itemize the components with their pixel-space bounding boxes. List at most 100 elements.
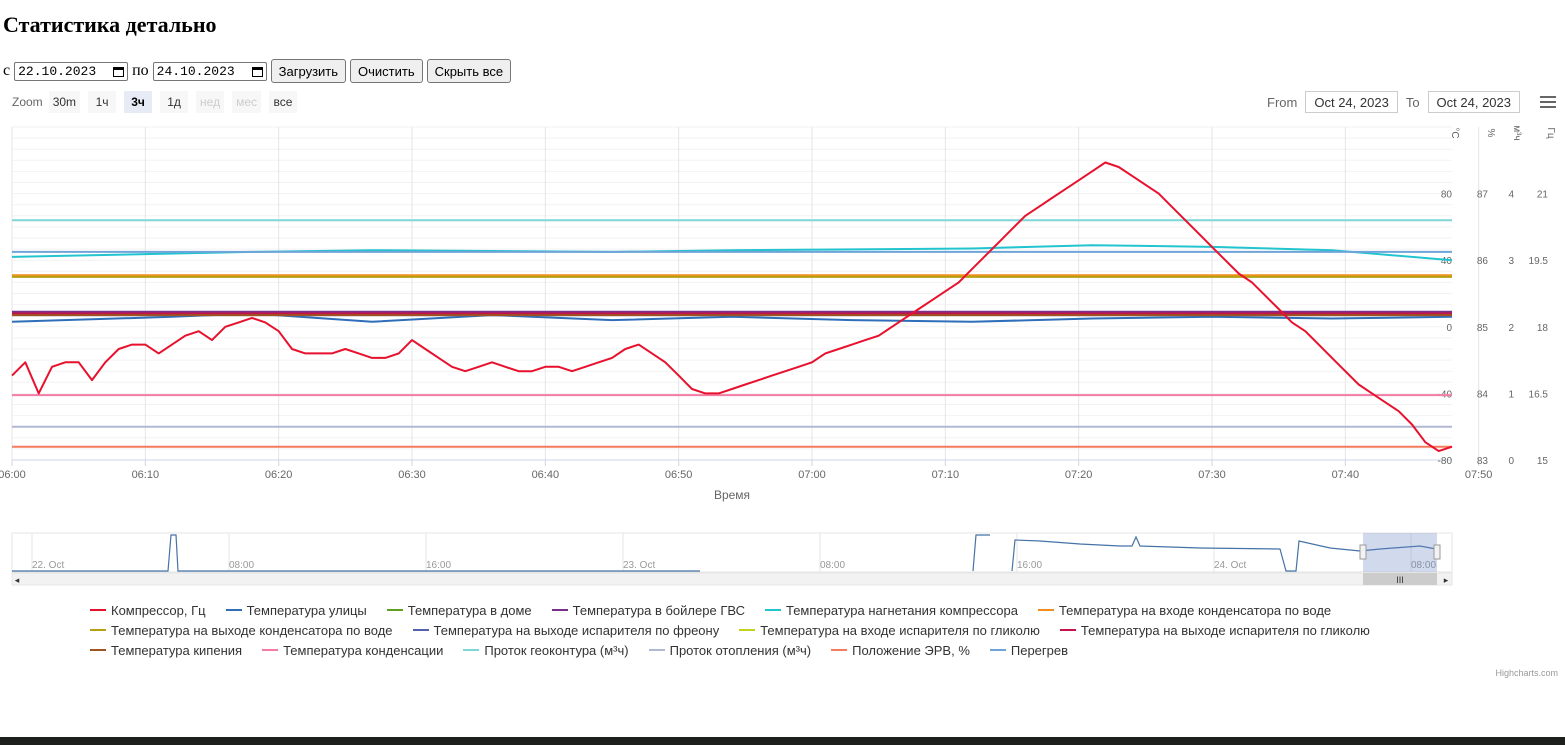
- y-tick-label: 80: [1441, 190, 1453, 201]
- legend-item[interactable]: Температура в доме: [386, 602, 532, 618]
- from-date-input[interactable]: 22.10.2023: [14, 61, 129, 81]
- y-tick-label: 18: [1537, 323, 1549, 334]
- legend-label: Проток геоконтура (м³ч): [484, 642, 629, 658]
- legend-item[interactable]: Температура улицы: [225, 602, 367, 618]
- legend-label: Температура на входе испарителя по глико…: [760, 622, 1040, 638]
- scrollbar-grip-icon: III: [1396, 575, 1404, 585]
- legend-item[interactable]: Перегрев: [989, 643, 1068, 658]
- legend-item[interactable]: Температура на выходе конденсатора по во…: [90, 623, 393, 638]
- x-tick-label: 06:40: [532, 469, 560, 481]
- x-tick-label: 06:10: [132, 469, 160, 481]
- credits-link[interactable]: Highcharts.com: [1495, 668, 1558, 678]
- x-tick-label: 07:10: [932, 469, 960, 481]
- legend-item[interactable]: Проток геоконтура (м³ч): [463, 642, 629, 658]
- y-tick-label: 40: [1441, 256, 1453, 267]
- legend-item[interactable]: Температура в бойлере ГВС: [551, 603, 745, 618]
- y-tick-label: 21: [1537, 190, 1549, 201]
- navigator-scrollbar-thumb: [1363, 573, 1437, 585]
- y-tick-label: 19.5: [1529, 256, 1549, 267]
- navigator-tick-label: 08:00: [820, 560, 845, 571]
- x-tick-label: 07:30: [1198, 469, 1226, 481]
- y-tick-label: 3: [1508, 256, 1514, 267]
- y-tick-label: 0: [1508, 456, 1514, 467]
- legend-label: Температура в доме: [407, 602, 532, 618]
- y-tick-label: 16.5: [1529, 389, 1549, 400]
- x-tick-label: 07:20: [1065, 469, 1093, 481]
- range-to-input[interactable]: Oct 24, 2023: [1427, 91, 1520, 113]
- series-line: [11, 161, 1453, 453]
- range-from-input[interactable]: Oct 24, 2023: [1305, 91, 1398, 113]
- legend-swatch: [831, 649, 848, 651]
- legend-label: Температура нагнетания компрессора: [785, 602, 1018, 618]
- legend-item[interactable]: Температура кипения: [90, 643, 242, 658]
- navigator-tick-label: 16:00: [426, 560, 451, 571]
- legend-swatch: [764, 609, 781, 611]
- legend-item[interactable]: Температура конденсации: [262, 643, 443, 658]
- x-tick-label: 07:40: [1332, 469, 1360, 481]
- x-tick-label: 07:50: [1465, 469, 1493, 481]
- x-tick-label: 06:00: [0, 469, 26, 481]
- zoom-button-3h[interactable]: 3ч: [124, 91, 153, 113]
- legend-item[interactable]: Положение ЭРВ, %: [831, 643, 970, 658]
- legend-swatch: [739, 629, 756, 631]
- hide-all-button[interactable]: Скрыть все: [426, 59, 512, 83]
- taskbar-strip: [0, 737, 1565, 745]
- y-axis-unit-label: м³ч: [1511, 125, 1522, 140]
- legend-swatch: [90, 609, 106, 611]
- hamburger-menu-icon[interactable]: [1540, 96, 1556, 110]
- zoom-button-week: нед: [196, 91, 225, 113]
- legend-item[interactable]: Проток отопления (м³ч): [648, 642, 812, 658]
- legend-item[interactable]: Температура на выходе испарителя по фрео…: [412, 622, 720, 638]
- navigator-handle-right: [1433, 544, 1441, 560]
- scroll-left-arrow-icon: ◂: [15, 575, 20, 585]
- legend-label: Температура на входе конденсатора по вод…: [1058, 602, 1332, 618]
- legend-item[interactable]: Компрессор, Гц: [90, 603, 206, 618]
- navigator-tick-label: 24. Oct: [1214, 560, 1246, 571]
- zoom-button-1h[interactable]: 1ч: [88, 91, 117, 113]
- zoom-button-30m[interactable]: 30m: [48, 91, 81, 113]
- range-from-label: From: [1267, 94, 1298, 110]
- legend-item[interactable]: Температура на входе испарителя по глико…: [739, 623, 1040, 638]
- y-tick-label: 1: [1508, 389, 1514, 400]
- y-axis-unit-label: %: [1485, 129, 1496, 138]
- y-tick-label: 15: [1537, 456, 1549, 467]
- legend-row: Температура на выходе конденсатора по во…: [90, 620, 1510, 640]
- calendar-icon[interactable]: [251, 66, 263, 77]
- legend-swatch: [412, 629, 429, 631]
- zoom-button-all[interactable]: все: [269, 91, 298, 113]
- navigator-selected-range: [1363, 533, 1437, 572]
- legend-label: Температура на выходе испарителя по фрео…: [433, 622, 720, 638]
- range-to-label: To: [1405, 94, 1420, 110]
- navigator-tick-label: 16:00: [1017, 560, 1042, 571]
- legend-item[interactable]: Температура нагнетания компрессора: [764, 602, 1018, 618]
- navigator-handle-left: [1359, 544, 1367, 560]
- legend-label: Температура улицы: [246, 602, 367, 618]
- page-title: Статистика детально: [3, 12, 217, 37]
- to-date-input[interactable]: 24.10.2023: [152, 61, 267, 81]
- navigator-tick-label: 08:00: [229, 560, 254, 571]
- chart-canvas: 06:00 06:10 06:20 06:30 06:40 06:50 07:00 07:10…: [0, 125, 1556, 586]
- legend-item[interactable]: Температура на выходе испарителя по глик…: [1059, 623, 1370, 638]
- y-tick-label: 84: [1477, 389, 1489, 400]
- legend-row: Температура кипения Температура конденсац…: [90, 640, 1510, 660]
- from-label: с: [3, 62, 11, 79]
- y-tick-label: 86: [1477, 256, 1489, 267]
- legend-item[interactable]: Температура на входе конденсатора по вод…: [1037, 602, 1332, 618]
- load-button[interactable]: Загрузить: [270, 59, 347, 83]
- legend-label: Температура кипения: [111, 642, 243, 658]
- legend-swatch: [386, 609, 403, 611]
- chart-legend: Компрессор, Гц Температура улицы Температу…: [90, 600, 1510, 660]
- to-date-value: 24.10.2023: [156, 63, 235, 79]
- navigator-tick-label: 23. Oct: [623, 560, 655, 571]
- clear-button[interactable]: Очистить: [350, 59, 423, 83]
- x-tick-label: 06:20: [265, 469, 293, 481]
- y-axis-unit-label: Гц: [1545, 127, 1556, 138]
- legend-swatch: [1059, 629, 1076, 631]
- legend-label: Положение ЭРВ, %: [852, 642, 970, 658]
- legend-label: Проток отопления (м³ч): [669, 642, 812, 658]
- navigator-scrollbar-track: [11, 572, 1453, 586]
- legend-swatch: [225, 609, 242, 611]
- zoom-button-1d[interactable]: 1д: [160, 91, 189, 113]
- calendar-icon[interactable]: [113, 66, 125, 77]
- y-tick-label: 83: [1477, 456, 1489, 467]
